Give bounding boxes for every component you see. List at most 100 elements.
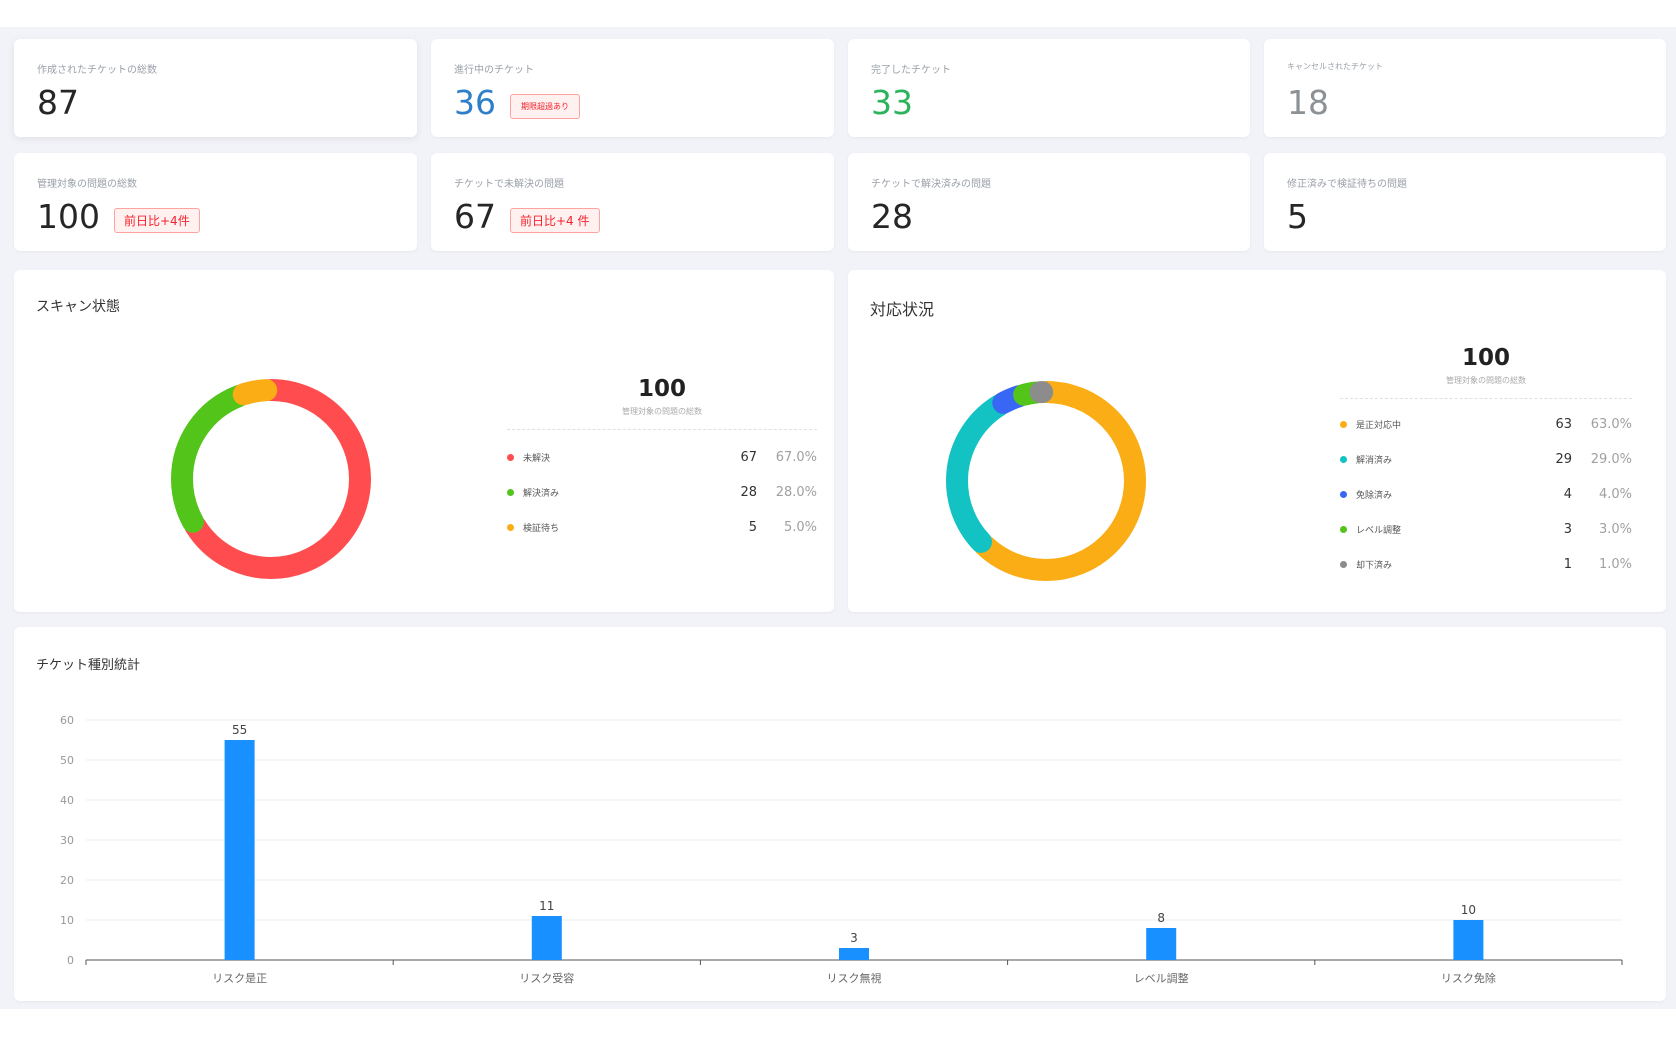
panel-title: 対応状況 bbox=[870, 300, 935, 319]
bar[interactable] bbox=[1453, 920, 1484, 960]
stat-value: 33 bbox=[871, 83, 913, 122]
legend-item-pending-verification[interactable]: 検証待ち 5 5.0% bbox=[507, 510, 817, 545]
y-tick-label: 50 bbox=[60, 754, 74, 767]
x-tick-label: レベル調整 bbox=[1134, 971, 1189, 985]
legend-dot bbox=[1340, 491, 1347, 498]
y-tick-label: 20 bbox=[60, 874, 74, 887]
y-tick-label: 60 bbox=[60, 714, 74, 727]
legend-total: 100 bbox=[1461, 345, 1510, 371]
day-over-day-badge: 前日比+4 件 bbox=[510, 207, 600, 233]
legend-dot bbox=[1340, 456, 1347, 463]
legend-dot bbox=[1340, 526, 1347, 533]
response-donut-slice-4[interactable] bbox=[946, 381, 1146, 581]
legend-item-name: 解消済み bbox=[1356, 456, 1393, 466]
scan-donut-slice-1[interactable] bbox=[171, 379, 371, 579]
bar-data-label: 10 bbox=[1461, 903, 1476, 917]
bar[interactable] bbox=[839, 948, 869, 960]
stat-card-pending-verification-issues[interactable]: 修正済みで検証待ちの問題 5 bbox=[1264, 153, 1666, 251]
bar-data-label: 8 bbox=[1157, 911, 1165, 925]
legend-item-exempted[interactable]: 免除済み 4 4.0% bbox=[1340, 477, 1632, 512]
legend-dot bbox=[507, 489, 514, 496]
legend-item-name: レベル調整 bbox=[1356, 526, 1402, 536]
stat-label: キャンセルされたチケット bbox=[1287, 62, 1383, 71]
legend-item-unresolved[interactable]: 未解決 67 67.0% bbox=[507, 440, 817, 475]
stat-label: チケットで解決済みの問題 bbox=[871, 179, 991, 190]
bar[interactable] bbox=[224, 740, 255, 960]
y-tick-label: 10 bbox=[60, 914, 74, 927]
stat-value: 28 bbox=[871, 197, 913, 236]
bar-data-label: 3 bbox=[850, 931, 858, 945]
stat-card-unresolved-issues[interactable]: チケットで未解決の問題 67 前日比+4 件 bbox=[431, 153, 834, 251]
response-donut-slice-1[interactable] bbox=[946, 381, 1146, 581]
y-tick-label: 30 bbox=[60, 834, 74, 847]
day-over-day-badge: 前日比+4件 bbox=[114, 207, 200, 233]
panel-title: スキャン状態 bbox=[36, 299, 120, 315]
legend-item-name: 却下済み bbox=[1356, 561, 1393, 571]
legend-item-name: 是正対応中 bbox=[1356, 421, 1402, 431]
legend-item-remediating[interactable]: 是正対応中 63 63.0% bbox=[1340, 407, 1632, 442]
legend-dot bbox=[507, 524, 514, 531]
x-tick-label: リスク受容 bbox=[519, 971, 574, 985]
stat-value: 67 bbox=[454, 197, 496, 236]
stat-label: チケットで未解決の問題 bbox=[454, 179, 564, 190]
stat-card-total-tickets[interactable]: 作成されたチケットの総数 87 bbox=[14, 39, 417, 137]
legend-total: 100 bbox=[637, 376, 686, 402]
bar-data-label: 11 bbox=[539, 899, 554, 913]
legend-item-cleared[interactable]: 解消済み 29 29.0% bbox=[1340, 442, 1632, 477]
legend-item-percent: 63.0% bbox=[1590, 417, 1632, 432]
legend-item-percent: 3.0% bbox=[1598, 522, 1632, 537]
bar[interactable] bbox=[1146, 928, 1177, 960]
stat-card-cancelled-tickets[interactable]: キャンセルされたチケット 18 bbox=[1264, 39, 1666, 137]
legend-item-count: 1 bbox=[1563, 557, 1572, 572]
legend-item-count: 63 bbox=[1555, 417, 1572, 432]
legend-item-percent: 4.0% bbox=[1598, 487, 1632, 502]
legend-item-percent: 5.0% bbox=[783, 520, 817, 535]
legend-dot bbox=[1340, 421, 1347, 428]
legend-item-name: 未解決 bbox=[523, 454, 551, 464]
legend-item-count: 29 bbox=[1555, 452, 1572, 467]
legend-total-label: 管理対象の問題の総数 bbox=[1340, 375, 1632, 399]
legend-item-name: 検証待ち bbox=[523, 524, 560, 534]
legend-item-name: 解決済み bbox=[523, 489, 560, 499]
legend-item-count: 67 bbox=[740, 450, 757, 465]
stat-label: 完了したチケット bbox=[871, 65, 951, 76]
x-tick-label: リスク是正 bbox=[212, 972, 267, 985]
stat-card-completed-tickets[interactable]: 完了したチケット 33 bbox=[848, 39, 1250, 137]
stat-value: 87 bbox=[37, 83, 79, 122]
legend-item-resolved[interactable]: 解決済み 28 28.0% bbox=[507, 475, 817, 510]
stat-value: 5 bbox=[1287, 197, 1308, 236]
legend-dot bbox=[507, 454, 514, 461]
stat-label: 修正済みで検証待ちの問題 bbox=[1287, 179, 1407, 190]
panel-title: チケット種別統計 bbox=[36, 658, 141, 673]
response-status-donut-chart bbox=[946, 381, 1146, 581]
stat-label: 作成されたチケットの総数 bbox=[37, 65, 157, 76]
stat-value: 36 bbox=[454, 83, 496, 122]
response-status-legend: 100 管理対象の問題の総数 是正対応中 63 63.0% 解消済み 29 29… bbox=[1340, 343, 1632, 582]
legend-item-count: 3 bbox=[1563, 522, 1572, 537]
x-tick-label: リスク無視 bbox=[827, 971, 882, 985]
legend-item-rejected[interactable]: 却下済み 1 1.0% bbox=[1340, 547, 1632, 582]
scan-status-donut-chart bbox=[171, 379, 371, 579]
scan-status-legend: 100 管理対象の問題の総数 未解決 67 67.0% 解決済み 28 28.0… bbox=[507, 374, 817, 545]
bar[interactable] bbox=[531, 916, 562, 960]
stat-value: 18 bbox=[1287, 83, 1329, 122]
stat-label: 管理対象の問題の総数 bbox=[37, 179, 137, 190]
legend-item-level-adjusted[interactable]: レベル調整 3 3.0% bbox=[1340, 512, 1632, 547]
stat-value: 100 bbox=[37, 197, 100, 236]
response-status-panel: 対応状況 100 管理対象の問題の総数 是正対応中 63 63.0% 解消済み … bbox=[848, 270, 1666, 612]
stat-card-total-issues[interactable]: 管理対象の問題の総数 100 前日比+4件 bbox=[14, 153, 417, 251]
legend-item-percent: 29.0% bbox=[1590, 452, 1632, 467]
x-tick-label: リスク免除 bbox=[1441, 971, 1496, 985]
scan-donut-slice-2[interactable] bbox=[171, 379, 371, 579]
stat-card-resolved-issues[interactable]: チケットで解決済みの問題 28 bbox=[848, 153, 1250, 251]
ticket-type-bar-chart: 0 10 20 30 40 50 60 55 リスク是正 11 リスク受容 3 リスク無視 8 レベル調整 1… bbox=[60, 714, 1623, 985]
legend-item-percent: 67.0% bbox=[775, 450, 817, 465]
legend-item-count: 4 bbox=[1563, 487, 1572, 502]
stat-label: 進行中のチケット bbox=[454, 65, 534, 76]
legend-item-count: 28 bbox=[740, 485, 757, 500]
scan-status-panel: スキャン状態 100 管理対象の問題の総数 未解決 67 67.0% 解決済み … bbox=[14, 270, 834, 612]
stat-card-in-progress-tickets[interactable]: 進行中のチケット 36 期限超過あり bbox=[431, 39, 834, 137]
legend-item-name: 免除済み bbox=[1356, 491, 1393, 501]
legend-item-count: 5 bbox=[748, 520, 757, 535]
y-tick-label: 0 bbox=[67, 954, 74, 967]
